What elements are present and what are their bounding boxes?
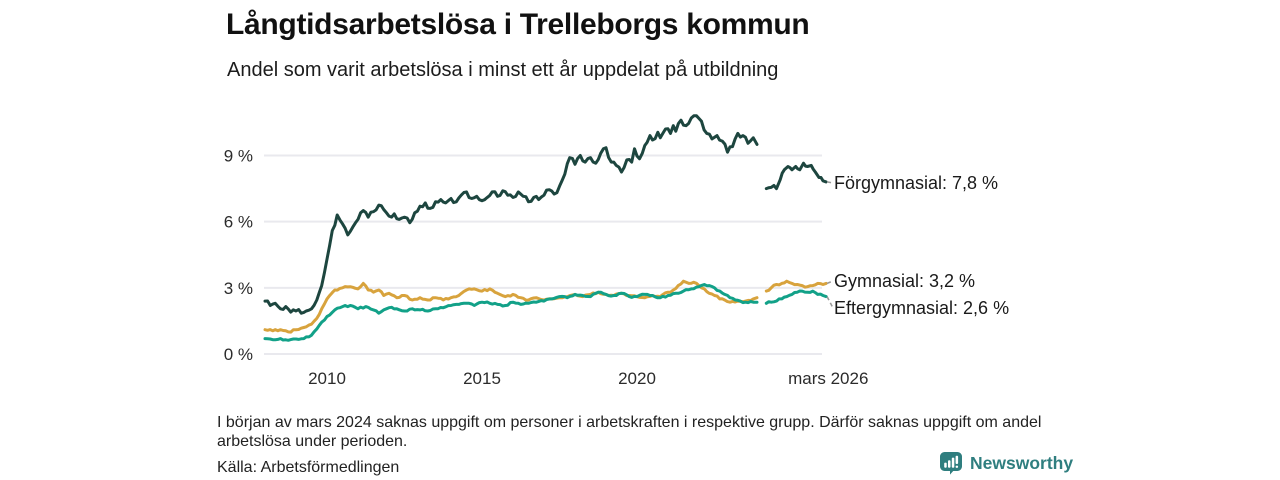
series-end-label-eftergymnasial: Eftergymnasial: 2,6 % [834, 298, 1010, 318]
footnote: I början av mars 2024 saknas uppgift om … [217, 414, 1042, 450]
x-tick-label: 2020 [618, 369, 656, 388]
y-tick-label: 0 % [224, 345, 253, 364]
series-line-eftergymnasial [263, 283, 759, 342]
series-line-gymnasial [263, 279, 759, 334]
series-line-gymnasial [764, 279, 828, 293]
x-tick-label: mars 2026 [788, 369, 868, 388]
y-tick-label: 9 % [224, 146, 253, 165]
series-line-eftergymnasial [764, 289, 828, 305]
newsworthy-logo: Newsworthy [939, 451, 1073, 475]
series-end-label-forgymnasial: Förgymnasial: 7,8 % [834, 173, 999, 193]
series-line-förgymnasial [263, 114, 759, 315]
x-tick-label: 2010 [308, 369, 346, 388]
series-line-förgymnasial [764, 161, 828, 191]
y-tick-label: 3 % [224, 279, 253, 298]
source-caption: Källa: Arbetsförmedlingen [217, 459, 400, 476]
brand-name: Newsworthy [970, 452, 1074, 473]
chart-subtitle: Andel som varit arbetslösa i minst ett å… [227, 59, 779, 81]
page-title: Långtidsarbetslösa i Trelleborgs kommun [226, 8, 810, 41]
y-tick-label: 6 % [224, 213, 253, 232]
series-end-label-gymnasial: Gymnasial: 3,2 % [834, 271, 976, 291]
x-tick-label: 2015 [463, 369, 501, 388]
label-connector [826, 181, 834, 184]
label-connector [826, 280, 834, 285]
label-connector [826, 296, 834, 309]
bar-chart-speech-bubble-icon [940, 452, 962, 475]
